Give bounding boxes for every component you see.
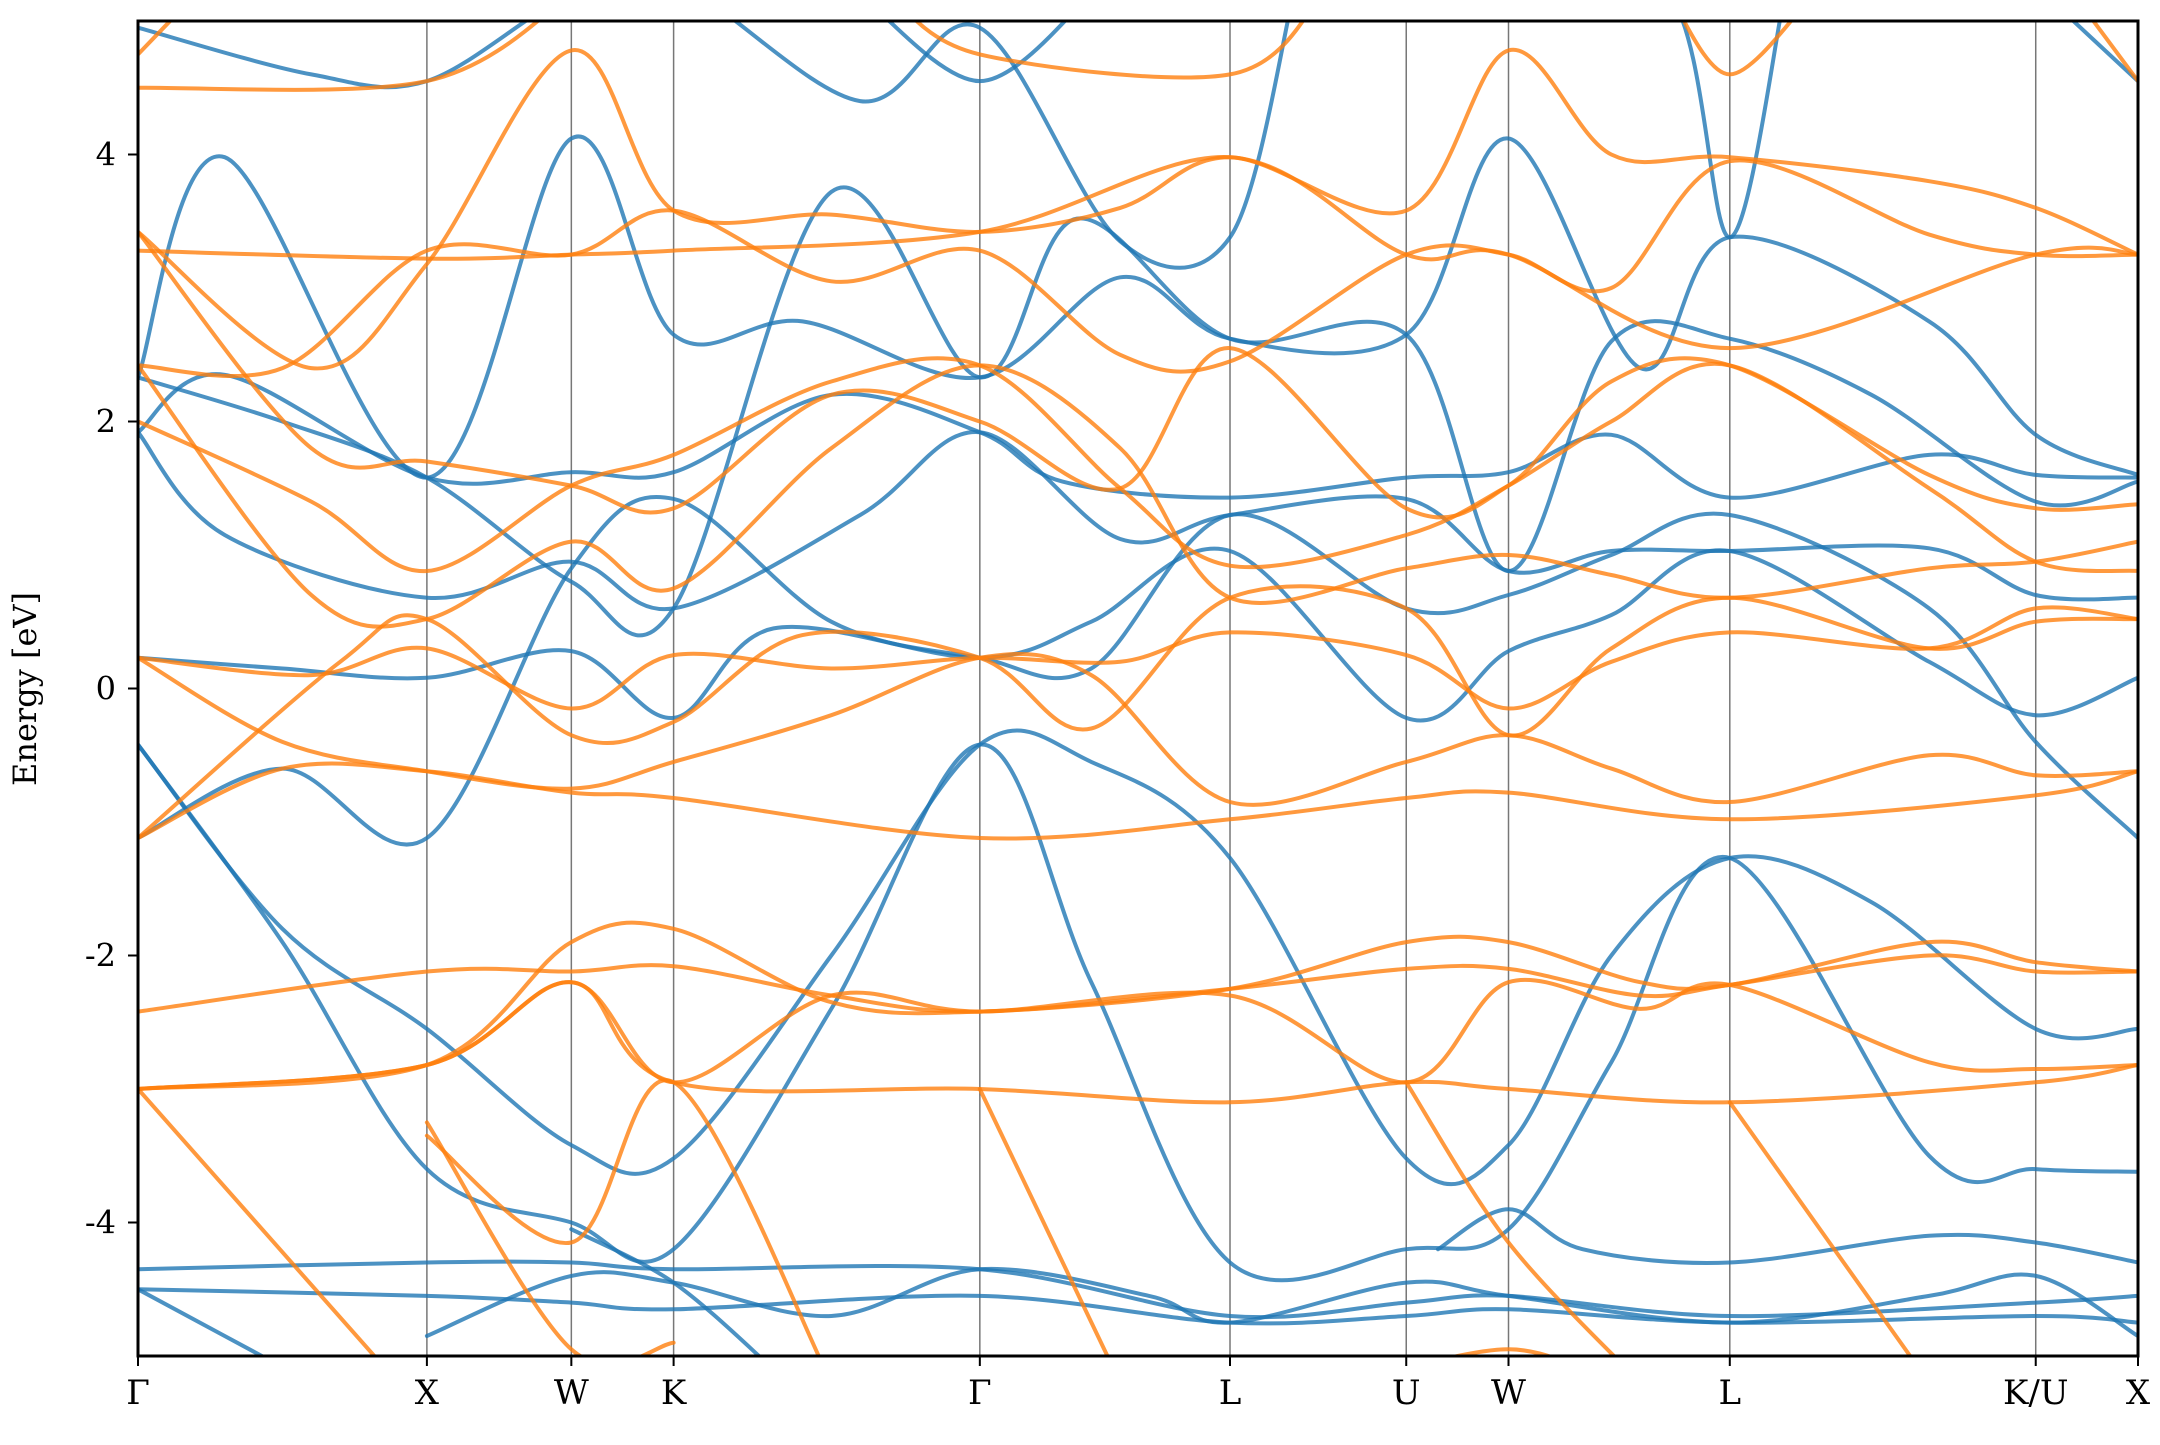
band-line (138, 158, 2138, 379)
band-line (138, 1287, 267, 1356)
x-tick-label: X (415, 1373, 440, 1413)
y-tick-label: -4 (85, 1204, 116, 1242)
band-lines (138, 21, 2138, 1356)
x-tick-label: W (554, 1373, 589, 1413)
band-line (138, 605, 2138, 711)
band-line (138, 372, 2138, 500)
x-tick-label: K/U (2003, 1373, 2069, 1413)
band-line (138, 134, 2138, 480)
band-line (138, 155, 2138, 351)
x-tick-label: Γ (126, 1373, 150, 1413)
x-tick-label: L (1219, 1373, 1242, 1413)
x-tick-label: U (1392, 1373, 1421, 1413)
band-line (138, 977, 2138, 1091)
band-line (138, 546, 2138, 723)
x-tick-label: Γ (968, 1373, 992, 1413)
band-line (138, 953, 2138, 1014)
y-axis-ticks: -4 -2 0 2 4 (85, 136, 138, 1242)
band-line (138, 363, 2138, 629)
band-line (138, 728, 2138, 1187)
band-line (913, 21, 1306, 80)
x-tick-label: W (1491, 1373, 1526, 1413)
y-tick-label: 4 (96, 136, 116, 174)
band-line (2090, 21, 2138, 84)
band-line (977, 1087, 1110, 1356)
band-line (138, 21, 173, 57)
x-tick-label: K (661, 1373, 687, 1413)
band-line (1681, 21, 1794, 77)
band-line (1404, 1080, 1617, 1356)
band-line (138, 980, 2138, 1105)
band-line (886, 21, 1068, 84)
band-line (138, 495, 2138, 847)
y-tick-label: -2 (85, 937, 116, 975)
high-symmetry-lines (426, 21, 2037, 1356)
band-line (138, 742, 2138, 1283)
x-tick-label: X (2126, 1373, 2151, 1413)
band-line (138, 1259, 2138, 1320)
band-line (138, 651, 2138, 807)
band-line (424, 1266, 2138, 1338)
band-line (424, 1078, 821, 1356)
band-line (138, 1087, 378, 1356)
band-line (138, 47, 2138, 371)
y-tick-label: 2 (96, 403, 116, 441)
band-line (1436, 1207, 2138, 1265)
y-axis-label: Energy [eV] (6, 592, 44, 786)
series-1-bands (138, 21, 2138, 1356)
x-tick-label: L (1719, 1373, 1742, 1413)
band-line (1727, 1100, 1913, 1356)
band-line (424, 1120, 676, 1356)
band-line (138, 229, 2138, 520)
y-tick-label: 0 (96, 670, 116, 708)
band-line (138, 584, 2138, 840)
band-line (1448, 1347, 1555, 1356)
x-axis-ticks: Γ X W K Γ L U W L K/U X (126, 1356, 2151, 1413)
band-line (2070, 21, 2138, 84)
series-0-bands (138, 21, 2138, 1356)
band-line (138, 185, 2138, 638)
